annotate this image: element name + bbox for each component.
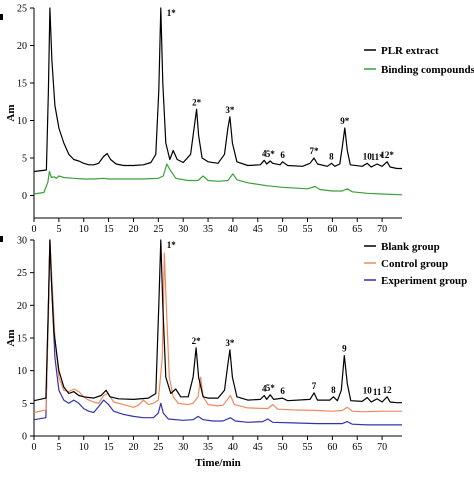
- legend-label: Blank group: [381, 241, 440, 253]
- x-tick-label: 0: [32, 442, 37, 453]
- peak-label: 2*: [192, 97, 202, 107]
- peak-label: 11*: [371, 152, 385, 162]
- x-tick-label: 40: [228, 224, 238, 235]
- peak-label: 4: [262, 383, 267, 393]
- peak-label: 3*: [225, 338, 235, 348]
- peak-label: 10: [363, 151, 373, 161]
- x-tick-label: 30: [178, 442, 188, 453]
- x-tick-label: 65: [352, 224, 362, 235]
- peak-label: 9*: [340, 116, 350, 126]
- x-tick-label: 45: [253, 442, 263, 453]
- peak-label: 8: [331, 385, 336, 395]
- x-tick-label: 15: [104, 442, 114, 453]
- peak-label: 6: [280, 150, 285, 160]
- peak-label: 2*: [192, 336, 202, 346]
- peak-label: 12: [383, 385, 393, 395]
- peak-label: 4: [262, 148, 267, 158]
- y-tick-label: 10: [17, 116, 27, 127]
- y-tick-label: 15: [17, 334, 27, 345]
- peak-label: 5*: [266, 149, 276, 159]
- legend-label: Control group: [381, 258, 448, 270]
- legend-label: Binding compounds: [381, 64, 474, 76]
- x-tick-label: 5: [56, 224, 61, 235]
- x-tick-label: 70: [377, 442, 387, 453]
- x-tick-label: 40: [228, 442, 238, 453]
- y-tick-label: 0: [22, 432, 27, 443]
- legend-label: PLR extract: [381, 45, 439, 57]
- top-panel: 0 5 10 15 20 25 0 5 10 15 20 25 30 35 40 45 50 55 60 65 70 Am…: [5, 4, 474, 236]
- y-tick-label: 5: [22, 154, 27, 165]
- series-line-blank-group: [33, 239, 402, 404]
- panel-b-marker: [0, 236, 3, 242]
- y-axis-title: Am: [5, 329, 17, 346]
- x-tick-label: 55: [303, 442, 313, 453]
- peak-label: 1*: [167, 240, 177, 250]
- x-axis-title: Time/min: [195, 457, 241, 469]
- panel-a-marker: [0, 14, 3, 20]
- x-tick-label: 50: [278, 442, 288, 453]
- peak-label: 7*: [309, 146, 319, 156]
- x-tick-label: 10: [79, 442, 89, 453]
- x-tick-label: 20: [128, 224, 138, 235]
- y-tick-label: 25: [17, 268, 27, 279]
- y-tick-label: 15: [17, 79, 27, 90]
- x-tick-label: 25: [153, 442, 163, 453]
- series-line-control-group: [33, 239, 402, 414]
- peak-label: 6: [280, 386, 285, 396]
- y-axis-title: Am: [5, 104, 17, 121]
- y-tick-label: 30: [17, 236, 27, 247]
- x-tick-label: 35: [203, 442, 213, 453]
- series-line-experiment-group: [33, 239, 402, 426]
- x-tick-label: 60: [327, 224, 337, 235]
- y-tick-label: 5: [22, 399, 27, 410]
- x-tick-label: 20: [128, 442, 138, 453]
- x-tick-label: 45: [253, 224, 263, 235]
- x-tick-label: 50: [278, 224, 288, 235]
- x-tick-label: 65: [352, 442, 362, 453]
- x-tick-label: 60: [327, 442, 337, 453]
- bottom-panel: 0 5 10 15 20 25 30 0 5 10 15 20 25 30 35 40 45 50 55 60 65 70…: [5, 236, 467, 470]
- x-tick-label: 55: [303, 224, 313, 235]
- peak-label: 11: [373, 387, 382, 397]
- legend-label: Experiment group: [381, 275, 467, 287]
- x-tick-label: 35: [203, 224, 213, 235]
- y-tick-label: 25: [17, 4, 27, 15]
- peak-label: 3*: [225, 105, 235, 115]
- y-tick-label: 10: [17, 366, 27, 377]
- peak-label: 1*: [167, 8, 177, 18]
- x-tick-label: 30: [178, 224, 188, 235]
- peak-label: 8: [329, 151, 334, 161]
- peak-label: 5*: [266, 383, 276, 393]
- peak-label: 12*: [380, 150, 394, 160]
- x-tick-label: 5: [56, 442, 61, 453]
- peak-label: 7: [312, 381, 317, 391]
- y-tick-label: 0: [22, 191, 27, 202]
- peak-label: 10: [363, 385, 373, 395]
- peak-label: 9: [342, 344, 347, 354]
- x-tick-label: 70: [377, 224, 387, 235]
- y-tick-label: 20: [17, 41, 27, 52]
- series-line-plr-extract: [33, 7, 402, 173]
- x-tick-label: 15: [104, 224, 114, 235]
- series-line-binding-compounds: [33, 163, 403, 196]
- y-tick-label: 20: [17, 301, 27, 312]
- x-tick-label: 10: [79, 224, 89, 235]
- x-tick-label: 0: [32, 224, 37, 235]
- x-tick-label: 25: [153, 224, 163, 235]
